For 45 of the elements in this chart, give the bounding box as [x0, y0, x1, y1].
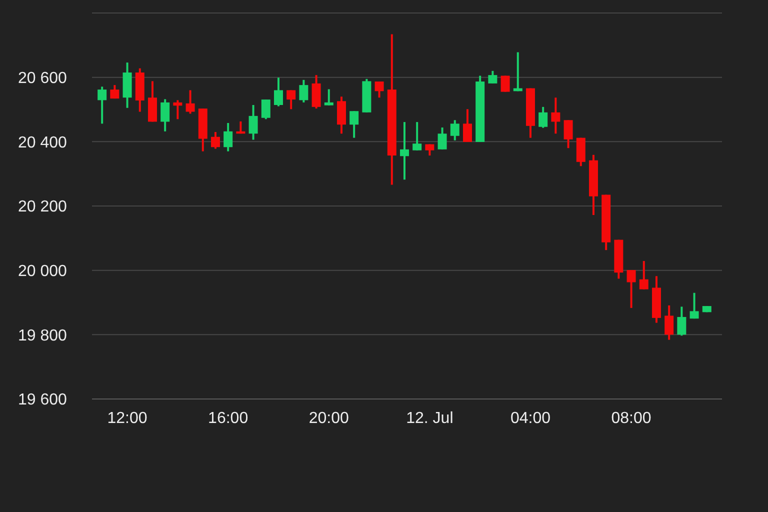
x-tick-label: 08:00	[611, 410, 652, 427]
x-tick-label: 12:00	[107, 410, 148, 427]
candlestick	[98, 86, 107, 125]
candlestick	[690, 292, 699, 320]
candlestick	[374, 80, 384, 99]
candlestick	[677, 306, 686, 337]
candlestick	[626, 269, 636, 309]
candlestick	[564, 119, 573, 150]
candlestick	[248, 104, 258, 141]
candlestick	[173, 99, 182, 120]
candlestick	[324, 88, 334, 106]
candlestick	[224, 122, 233, 152]
candlestick	[286, 89, 296, 110]
candlestick	[438, 126, 447, 150]
candlestick	[261, 98, 270, 120]
x-tick-label: 20:00	[308, 410, 349, 427]
y-tick-label: 20 200	[18, 198, 68, 216]
candlestick	[639, 260, 648, 290]
candlestick	[538, 106, 548, 129]
candlestick	[160, 98, 170, 132]
x-tick-label: 16:00	[208, 410, 248, 427]
candlestick	[350, 110, 359, 139]
candlestick	[664, 304, 674, 341]
candlestick	[274, 76, 283, 108]
candlestick	[488, 70, 498, 84]
candlestick	[551, 96, 560, 135]
candlestick	[500, 74, 510, 93]
candlestick	[462, 108, 472, 143]
x-tick-label: 04:00	[510, 410, 551, 427]
y-tick-label: 20 600	[18, 70, 68, 87]
candlestick	[450, 119, 460, 142]
candlestick	[336, 96, 346, 135]
candlestick	[210, 131, 220, 150]
candlestick	[312, 74, 321, 110]
candlestick	[400, 121, 409, 181]
x-tick-label: 12. Jul	[406, 410, 454, 427]
y-tick-label: 19 600	[18, 392, 68, 409]
candlestick	[110, 84, 120, 100]
y-tick-label: 19 800	[18, 327, 68, 344]
candlestick	[299, 78, 308, 104]
candlestick	[186, 89, 195, 115]
y-tick-label: 20 400	[18, 134, 68, 152]
y-tick-label: 20 000	[18, 262, 68, 280]
candlestick	[412, 121, 422, 152]
candlestick	[425, 143, 434, 156]
